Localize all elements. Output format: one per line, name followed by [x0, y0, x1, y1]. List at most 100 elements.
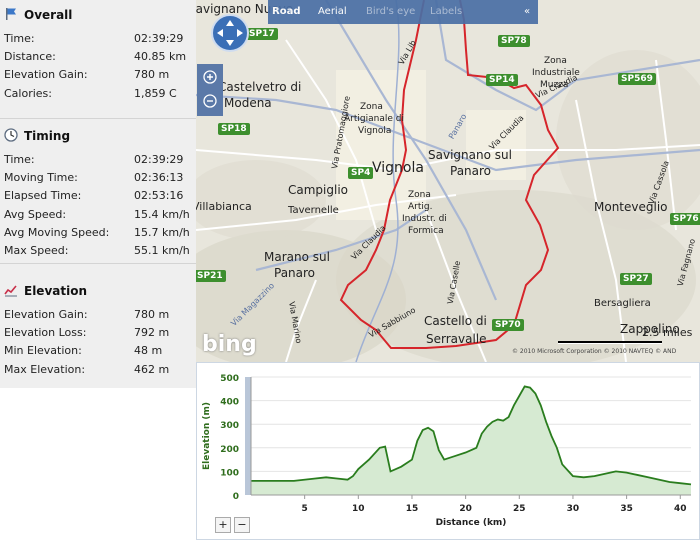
- stat-value: 15.7 km/h: [134, 225, 190, 239]
- collapse-toolbar-button[interactable]: «: [524, 6, 531, 17]
- place-label: Industriale: [532, 68, 580, 78]
- aerial-button[interactable]: Aerial: [318, 6, 347, 17]
- place-label: Campiglio: [288, 183, 348, 197]
- place-label: Zappolino: [620, 322, 680, 336]
- timing-header: Timing: [0, 121, 196, 151]
- x-tick-label: 35: [620, 504, 633, 514]
- stat-row: Calories: 1,859 C: [0, 85, 196, 103]
- copyright-text: © 2010 Microsoft Corporation © 2010 NAVT…: [512, 348, 677, 355]
- zoom-out-icon[interactable]: [203, 94, 217, 108]
- stat-value: 15.4 km/h: [134, 207, 190, 221]
- divider: [0, 263, 196, 264]
- stat-value: 792 m: [134, 326, 170, 340]
- divider: [0, 118, 196, 119]
- place-label: Serravalle: [426, 332, 487, 346]
- road-shield: SP70: [492, 319, 524, 331]
- scale-label: 2.5 miles: [642, 326, 693, 339]
- zoom-in-icon[interactable]: [203, 70, 217, 84]
- x-tick-label: 20: [459, 504, 472, 514]
- flag-icon: [6, 8, 16, 20]
- place-label: Monteveglio: [594, 200, 668, 214]
- stat-label: Max Elevation:: [4, 362, 86, 376]
- place-label: Artig.: [408, 202, 433, 212]
- stat-row: Elapsed Time: 02:53:16: [0, 187, 196, 205]
- stat-row: Avg Moving Speed: 15.7 km/h: [0, 224, 196, 242]
- stat-label: Distance:: [4, 50, 56, 64]
- chart-zoom-in-button[interactable]: +: [215, 517, 231, 533]
- stat-label: Elevation Gain:: [4, 308, 88, 321]
- x-tick-label: 5: [302, 504, 308, 514]
- birdseye-button[interactable]: Bird's eye: [366, 6, 416, 17]
- elevation-chart-icon: [4, 285, 17, 297]
- place-label: Tavernelle: [288, 205, 339, 216]
- stat-value: 48 m: [134, 344, 163, 358]
- road-shield: SP76: [670, 213, 700, 225]
- clock-icon: [4, 128, 18, 142]
- place-label: Bersagliera: [594, 298, 651, 309]
- x-tick-label: 40: [674, 504, 687, 514]
- stat-value: 780 m: [134, 308, 170, 321]
- stat-label: Elapsed Time:: [4, 189, 82, 203]
- place-label: Marano sul: [264, 250, 330, 264]
- stat-label: Time:: [4, 32, 35, 45]
- place-label: Zona: [544, 56, 567, 66]
- stats-sidebar: Overall Time: 02:39:29 Distance: 40.85 km El…: [0, 0, 196, 388]
- pan-control[interactable]: [211, 14, 249, 52]
- stat-value: 55.1 km/h: [134, 243, 190, 257]
- place-label: Zona: [408, 190, 431, 200]
- y-axis-label: Elevation (m): [202, 402, 212, 470]
- stat-row: Max Speed: 55.1 km/h: [0, 242, 196, 260]
- road-shield: SP17: [246, 28, 278, 40]
- road-shield: SP78: [498, 35, 530, 47]
- elevation-line: [251, 385, 692, 486]
- elevation-chart-panel: 0 100 200 300 400 500 5 10 15 20 25 30 35 40 Distance …: [196, 362, 700, 540]
- road-shield: SP18: [218, 123, 250, 135]
- place-label: Zona: [360, 102, 383, 112]
- stat-value: 780 m: [134, 68, 170, 82]
- elevation-title: Elevation: [24, 284, 88, 298]
- stat-row: Time: 02:39:29: [0, 30, 196, 48]
- place-label: Artigianale di: [344, 114, 404, 124]
- elevation-header: Elevation: [0, 276, 196, 306]
- map-zoom-control: [197, 64, 223, 116]
- stat-value: 40.85 km: [134, 50, 187, 64]
- route-map[interactable]: Savignano Nuovo Castelvetro di Modena Vi…: [196, 0, 700, 362]
- place-label: Modena: [224, 96, 272, 110]
- overall-rows: Time: 02:39:29 Distance: 40.85 km Elevation …: [0, 30, 196, 103]
- labels-button[interactable]: Labels: [430, 6, 463, 17]
- stat-row: Max Elevation: 462 m: [0, 361, 196, 379]
- place-label: Vignola: [372, 160, 424, 176]
- elevation-chart[interactable]: 0 100 200 300 400 500 5 10 15 20 25 30 35 40 Distance …: [197, 363, 699, 539]
- place-label: Castello di: [424, 314, 487, 328]
- route-line: [339, 0, 560, 349]
- x-axis-label: Distance (km): [436, 518, 507, 528]
- elevation-rows: Elevation Gain: 780 m Elevation Loss: 792 m…: [0, 306, 196, 379]
- y-tick-label: 400: [220, 398, 239, 408]
- place-label: Formica: [408, 226, 444, 236]
- place-label: Savignano sul: [428, 148, 512, 162]
- road-shield: SP4: [348, 167, 374, 179]
- stat-row: Time: 02:39:29: [0, 151, 196, 169]
- overall-title: Overall: [24, 8, 73, 22]
- place-label: Villabianca: [196, 200, 252, 213]
- stat-value: 02:36:13: [134, 171, 184, 185]
- stat-label: Avg Speed:: [4, 207, 67, 221]
- y-tick-label: 0: [233, 492, 239, 502]
- place-label: Muzza: [540, 80, 569, 90]
- overall-header: Overall: [0, 0, 196, 30]
- stat-value: 02:39:29: [134, 32, 184, 45]
- chart-zoom-out-button[interactable]: −: [234, 517, 250, 533]
- stat-row: Elevation Gain: 780 m: [0, 66, 196, 84]
- place-label: Panaro: [274, 266, 316, 280]
- y-tick-label: 100: [220, 468, 239, 478]
- place-label: Panaro: [450, 164, 492, 178]
- map-toolbar: Road Aerial Bird's eye Labels «: [268, 0, 538, 24]
- stat-value: 1,859 C: [134, 86, 177, 100]
- timing-rows: Time: 02:39:29 Moving Time: 02:36:13 Elapsed…: [0, 151, 196, 260]
- stat-label: Avg Moving Speed:: [4, 225, 110, 239]
- y-tick-label: 200: [220, 445, 239, 455]
- stat-label: Calories:: [4, 86, 52, 100]
- x-tick-label: 25: [513, 504, 526, 514]
- road-button[interactable]: Road: [272, 6, 301, 17]
- timing-section: Timing Time: 02:39:29 Moving Time: 02:36:13…: [0, 121, 196, 260]
